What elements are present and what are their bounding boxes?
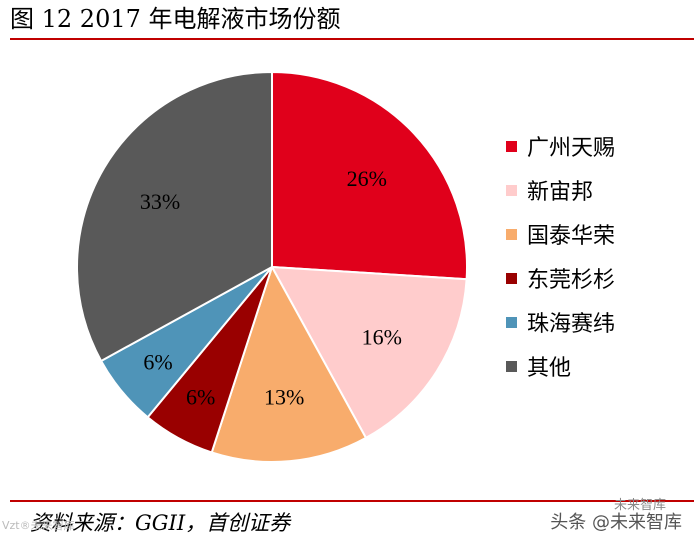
legend-label: 东莞杉杉 [527,268,616,293]
legend-item-guotai-huarong: 国泰华荣 [506,212,615,256]
legend-swatch [506,316,517,328]
legend-swatch [506,184,517,196]
legend-label: 其他 [527,356,572,381]
slice-guangzhou-tinci [271,70,469,281]
legend-item-capchem: 新宙邦 [506,168,615,212]
watermark-top: 未来智库 [613,498,666,513]
slice-capchem [270,265,468,440]
legend-swatch [506,228,517,240]
watermark: 头条 @未来智库 [550,512,682,533]
slice-data-label: 26% [347,166,387,191]
legend-label: 国泰华荣 [527,224,616,249]
legend-swatch [506,272,517,284]
legend-item-dongguan-shanshan: 东莞杉杉 [506,256,615,300]
legend-label: 新宙邦 [527,180,594,205]
slice-data-label: 16% [362,325,402,350]
title-divider [10,38,694,40]
legend-label: 广州天赐 [527,136,616,161]
legend-label: 珠海赛纬 [527,312,616,337]
slice-data-label: 33% [140,189,180,214]
watermark-left: Vzt®未来智库 [2,519,75,532]
slice-data-label: 13% [264,384,304,409]
legend: 广州天赐 新宙邦 国泰华荣 东莞杉杉 珠海赛纬 其他 [506,124,615,388]
legend-swatch [506,140,517,152]
footer-divider [10,500,694,502]
slice-data-label: 6% [186,385,215,410]
slice-guotai-huarong [210,264,368,463]
source-note: 资料来源：GGII，首创证券 [30,511,291,535]
legend-swatch [506,360,517,372]
slice-others [76,70,273,363]
legend-item-others: 其他 [506,344,615,388]
legend-item-zhuhai-smoothway: 珠海赛纬 [506,300,615,344]
chart-title: 图 12 2017 年电解液市场份额 [10,5,341,33]
slice-data-label: 6% [143,349,172,374]
legend-item-guangzhou-tinci: 广州天赐 [506,124,615,168]
